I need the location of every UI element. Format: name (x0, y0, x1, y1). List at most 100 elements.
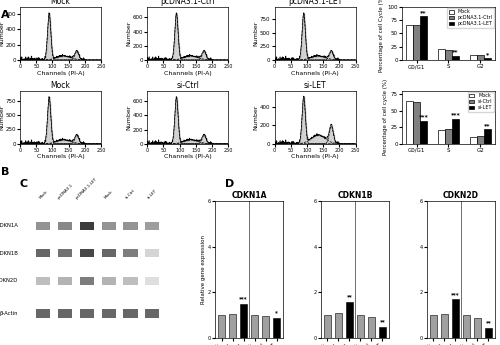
X-axis label: Channels (PI-A): Channels (PI-A) (36, 70, 84, 76)
Text: pcDNA3.1: pcDNA3.1 (56, 183, 74, 200)
Bar (441, 314, 448, 338)
Title: CDKN1A: CDKN1A (232, 191, 267, 200)
Bar (102, 249, 116, 257)
Bar (240, 304, 247, 338)
Bar (430, 315, 437, 338)
Bar (124, 309, 138, 317)
Bar (124, 222, 138, 230)
Bar (470, 137, 477, 144)
Bar (80, 276, 94, 285)
Y-axis label: Number: Number (254, 21, 258, 46)
Bar (438, 130, 445, 144)
Bar (36, 309, 51, 317)
Bar (406, 26, 413, 60)
Bar (452, 119, 459, 144)
Text: Mock: Mock (38, 189, 48, 200)
Text: **: ** (486, 321, 491, 326)
Text: ***: *** (239, 297, 248, 302)
Y-axis label: Percentage of cell Cycle (%): Percentage of cell Cycle (%) (380, 0, 384, 72)
Title: pcDNA3.1-LET: pcDNA3.1-LET (288, 0, 342, 6)
Text: ***: *** (451, 292, 460, 297)
Bar (273, 317, 280, 338)
Bar (463, 315, 470, 338)
Title: Mock: Mock (50, 81, 70, 90)
Text: B: B (1, 167, 10, 177)
Bar (324, 315, 331, 338)
Bar (58, 222, 72, 230)
Bar (102, 309, 116, 317)
Text: *: * (275, 310, 278, 315)
Y-axis label: Relative gene expression: Relative gene expression (201, 235, 206, 304)
Legend: Mock, pcDNA3.1-Ctrl, pcDNA3.1-LET: Mock, pcDNA3.1-Ctrl, pcDNA3.1-LET (448, 8, 494, 28)
Bar (124, 249, 138, 257)
Legend: Mock, si-Ctrl, si-LET: Mock, si-Ctrl, si-LET (468, 92, 494, 111)
Y-axis label: Number: Number (0, 105, 4, 130)
Text: **: ** (484, 123, 490, 128)
Bar (484, 58, 491, 60)
Text: CDKN1A: CDKN1A (0, 223, 18, 228)
Bar (251, 315, 258, 338)
Bar (452, 299, 459, 338)
Text: **: ** (380, 319, 386, 324)
Bar (406, 101, 413, 144)
Title: si-LET: si-LET (304, 81, 326, 90)
Title: si-Ctrl: si-Ctrl (176, 81, 199, 90)
Bar (97, 201, 98, 338)
Text: **: ** (452, 50, 458, 55)
Bar (335, 314, 342, 338)
Bar (36, 276, 51, 285)
Text: A: A (1, 10, 10, 20)
Bar (420, 17, 427, 60)
Text: si-Ctrl: si-Ctrl (125, 188, 136, 200)
Bar (368, 317, 375, 338)
Y-axis label: Number: Number (254, 105, 258, 130)
Y-axis label: Number: Number (0, 21, 4, 46)
Text: β-Actin: β-Actin (0, 311, 18, 316)
Bar (102, 222, 116, 230)
Bar (218, 315, 225, 338)
Bar (438, 49, 445, 60)
Text: CDKN2D: CDKN2D (0, 278, 18, 283)
Bar (58, 309, 72, 317)
Bar (146, 249, 160, 257)
Bar (124, 276, 138, 285)
Y-axis label: Number: Number (126, 21, 131, 46)
Y-axis label: Percentage of cell cycle (%): Percentage of cell cycle (%) (383, 79, 388, 155)
Text: ***: *** (450, 112, 460, 118)
Bar (262, 316, 269, 338)
Bar (413, 102, 420, 144)
Title: Mock: Mock (50, 0, 70, 6)
Text: **: ** (346, 294, 352, 299)
Bar (80, 222, 94, 230)
Bar (229, 314, 236, 338)
Bar (357, 315, 364, 338)
Y-axis label: Number: Number (126, 105, 131, 130)
Title: CDKN1B: CDKN1B (337, 191, 372, 200)
Bar (484, 129, 491, 144)
Bar (346, 302, 353, 338)
Text: CDKN1B: CDKN1B (0, 251, 18, 256)
Bar (146, 309, 160, 317)
Bar (102, 276, 116, 285)
Bar (477, 137, 484, 144)
Bar (58, 249, 72, 257)
Bar (379, 327, 386, 338)
Text: **: ** (420, 10, 427, 16)
Bar (413, 26, 420, 60)
Bar (477, 55, 484, 60)
Bar (36, 222, 51, 230)
Text: Mock: Mock (104, 189, 114, 200)
Bar (80, 309, 94, 317)
Text: C: C (20, 179, 28, 189)
Title: CDKN2D: CDKN2D (443, 191, 479, 200)
Bar (58, 276, 72, 285)
Bar (452, 56, 459, 60)
Text: si-LET: si-LET (146, 188, 158, 200)
Bar (470, 55, 477, 60)
Text: *: * (486, 52, 489, 57)
X-axis label: Channels (PI-A): Channels (PI-A) (291, 154, 339, 159)
Title: pcDNA3.1-Ctrl: pcDNA3.1-Ctrl (160, 0, 215, 6)
X-axis label: Channels (PI-A): Channels (PI-A) (36, 154, 84, 159)
X-axis label: Channels (PI-A): Channels (PI-A) (164, 154, 212, 159)
Bar (445, 50, 452, 60)
